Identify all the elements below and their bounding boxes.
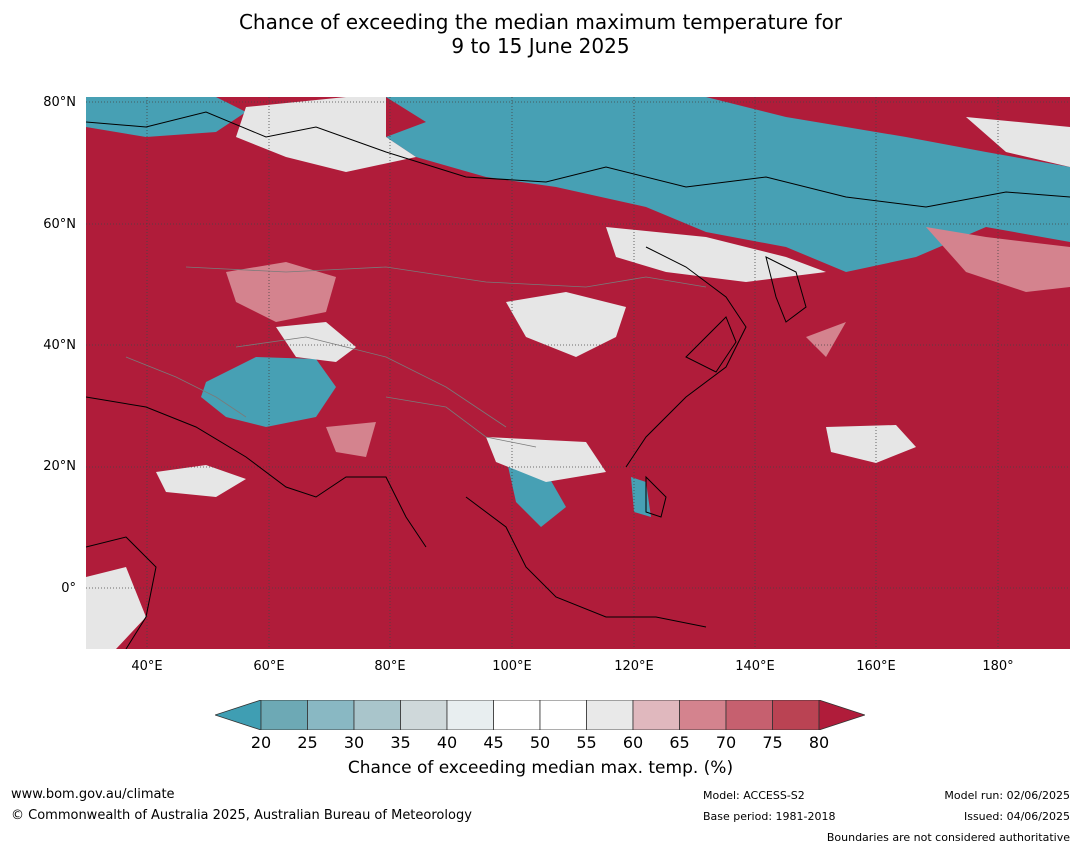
colorbar-tick-label: 20: [250, 733, 272, 752]
colorbar-tick-label: 55: [576, 733, 597, 752]
footer-issued: Issued: 04/06/2025: [963, 810, 1070, 823]
colorbar-box: [353, 700, 401, 730]
colorbar-extend-low: [215, 700, 262, 730]
title-line-2: 9 to 15 June 2025: [451, 34, 630, 58]
lon-label-160e: 160°E: [856, 659, 896, 674]
colorbar-box: [586, 700, 634, 730]
lon-label-40e: 40°E: [131, 659, 163, 674]
colorbar-tick-label: 35: [390, 733, 411, 752]
graticule: [86, 97, 1070, 649]
colorbar-box: [307, 700, 355, 730]
lon-label-120e: 120°E: [614, 659, 654, 674]
colorbar-box: [632, 700, 680, 730]
lat-label-20n: 20°N: [43, 459, 76, 474]
colorbar-tick-label: 25: [297, 733, 318, 752]
coastlines: [86, 111, 1070, 649]
map-title: Chance of exceeding the median maximum t…: [0, 10, 1081, 58]
lon-label-100e: 100°E: [492, 659, 532, 674]
colorbar-box: [493, 700, 541, 730]
colorbar-tick-label: 65: [669, 733, 690, 752]
colorbar-box: [446, 700, 494, 730]
colorbar-box: [400, 700, 448, 730]
colorbar-extend-high: [818, 700, 865, 730]
colorbar-tick-label: 40: [436, 733, 458, 752]
colorbar-tick-label: 45: [483, 733, 504, 752]
footer-base-period: Base period: 1981-2018: [703, 810, 836, 823]
colorbar-label: Chance of exceeding median max. temp. (%…: [347, 758, 734, 778]
footer-copyright: © Commonwealth of Australia 2025, Austra…: [11, 808, 472, 823]
lon-label-180: 180°: [982, 659, 1014, 674]
low-probability-regions: [86, 97, 1070, 527]
probability-map: [86, 97, 1070, 649]
colorbar-box: [725, 700, 773, 730]
footer-disclaimer: Boundaries are not considered authoritat…: [826, 831, 1070, 844]
title-line-1: Chance of exceeding the median maximum t…: [238, 10, 843, 34]
lat-label-80n: 80°N: [43, 95, 76, 110]
lon-label-60e: 60°E: [253, 659, 285, 674]
colorbar-box: [539, 700, 587, 730]
country-borders: [125, 266, 707, 448]
colorbar-box: [772, 700, 820, 730]
colorbar-tick-label: 60: [622, 733, 644, 752]
colorbar-tick-label: 80: [808, 733, 830, 752]
colorbar-tick-label: 30: [343, 733, 365, 752]
colorbar-tick-label: 75: [762, 733, 783, 752]
colorbar-box: [679, 700, 727, 730]
lat-label-60n: 60°N: [43, 217, 76, 232]
lon-label-80e: 80°E: [374, 659, 406, 674]
footer-model-run: Model run: 02/06/2025: [944, 789, 1070, 802]
lat-label-40n: 40°N: [43, 338, 76, 353]
footer-model: Model: ACCESS-S2: [703, 789, 805, 802]
colorbar-box: [260, 700, 308, 730]
map-field: [86, 97, 1070, 649]
lon-label-140e: 140°E: [735, 659, 775, 674]
colorbar-tick-label: 50: [529, 733, 551, 752]
colorbar: [215, 700, 865, 730]
colorbar-tick-label: 70: [715, 733, 737, 752]
neutral-probability-regions: [86, 97, 1070, 649]
footer-url[interactable]: www.bom.gov.au/climate: [11, 787, 175, 802]
lat-label-0: 0°: [61, 581, 76, 596]
